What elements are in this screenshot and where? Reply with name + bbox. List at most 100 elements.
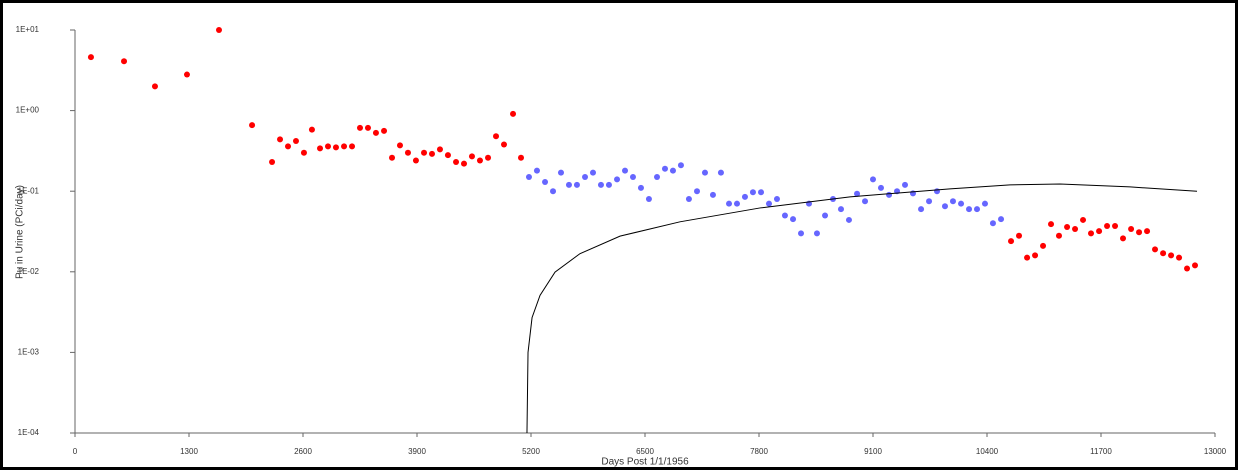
x-tick-label: 1300 [180, 447, 198, 456]
data-point [357, 124, 363, 131]
data-point [557, 169, 564, 176]
data-point [1096, 228, 1103, 235]
data-point [285, 143, 292, 150]
data-point [918, 206, 925, 213]
data-point [926, 198, 933, 205]
data-point [870, 176, 876, 183]
data-point [453, 159, 460, 166]
data-point [822, 212, 829, 219]
data-point [1144, 228, 1151, 235]
data-point [404, 149, 411, 156]
data-point [533, 167, 540, 174]
x-tick-label: 2600 [294, 447, 312, 456]
data-point [645, 196, 652, 203]
data-point [605, 181, 612, 188]
data-point [550, 188, 557, 195]
y-axis-label: Pu in Urine (PCi/day) [15, 185, 26, 279]
data-point [989, 220, 996, 227]
data-point [412, 157, 419, 164]
data-point [87, 54, 94, 61]
x-tick-label: 13000 [1204, 447, 1227, 456]
data-point [717, 169, 724, 176]
data-point [542, 179, 549, 186]
data-point [151, 83, 158, 90]
data-point [1128, 225, 1135, 232]
data-point [1136, 229, 1143, 236]
data-point [589, 169, 596, 176]
y-tick-label: 1E+01 [16, 25, 40, 34]
data-point [934, 188, 941, 195]
data-point [1152, 246, 1159, 253]
y-tick-label: 1E-02 [18, 267, 40, 276]
data-point [1104, 223, 1111, 230]
data-point [629, 174, 636, 181]
data-point [981, 200, 988, 207]
y-tick-label: 1E-01 [18, 186, 40, 195]
x-tick-label: 3900 [408, 447, 426, 456]
data-point [500, 141, 507, 148]
data-point [1160, 250, 1167, 257]
data-point [998, 216, 1005, 223]
data-point [854, 190, 861, 197]
data-point [493, 133, 500, 140]
data-point [510, 110, 517, 117]
data-point [749, 189, 756, 196]
data-point [813, 230, 820, 237]
data-point [741, 193, 748, 200]
data-point [958, 200, 965, 207]
data-point [121, 58, 128, 65]
data-point [565, 181, 572, 188]
data-point [1184, 265, 1191, 272]
data-point [277, 136, 284, 143]
data-point [974, 206, 981, 213]
data-point [886, 191, 893, 198]
model-curve [526, 183, 1198, 434]
data-point [1024, 254, 1031, 261]
data-point [317, 145, 324, 152]
data-point [661, 165, 668, 172]
x-tick-label: 11700 [1090, 447, 1112, 456]
x-axis-label: Days Post 1/1/1956 [601, 457, 689, 468]
data-point [292, 137, 299, 144]
data-point [902, 181, 909, 188]
data-point [862, 198, 869, 205]
data-point [428, 150, 435, 157]
data-point [1055, 232, 1062, 239]
data-point [1040, 242, 1047, 249]
data-point [966, 206, 973, 213]
data-point [525, 174, 532, 181]
data-point [1192, 262, 1199, 269]
data-point [582, 174, 589, 181]
data-point [781, 212, 788, 219]
data-point [877, 184, 884, 191]
data-point [773, 196, 780, 203]
data-point [1016, 232, 1023, 239]
data-point [654, 174, 661, 181]
data-point [694, 188, 701, 195]
data-point [183, 71, 190, 78]
data-point [726, 200, 733, 207]
data-point [685, 196, 692, 203]
data-point [733, 200, 740, 207]
data-point [1168, 252, 1175, 259]
data-point [622, 167, 629, 174]
data-point [1176, 254, 1183, 261]
data-point [341, 143, 348, 150]
data-point [758, 189, 765, 196]
data-point [300, 149, 307, 156]
data-point [249, 122, 256, 129]
data-point [332, 144, 339, 151]
data-point [1072, 225, 1079, 232]
data-point [790, 216, 797, 223]
data-point [308, 126, 315, 133]
data-point [1088, 230, 1095, 237]
data-point [573, 181, 580, 188]
x-tick-label: 5200 [522, 447, 540, 456]
data-point [1064, 223, 1071, 230]
data-point [669, 167, 676, 174]
data-point [1032, 252, 1039, 259]
data-point [1080, 216, 1087, 223]
data-point [518, 154, 525, 161]
